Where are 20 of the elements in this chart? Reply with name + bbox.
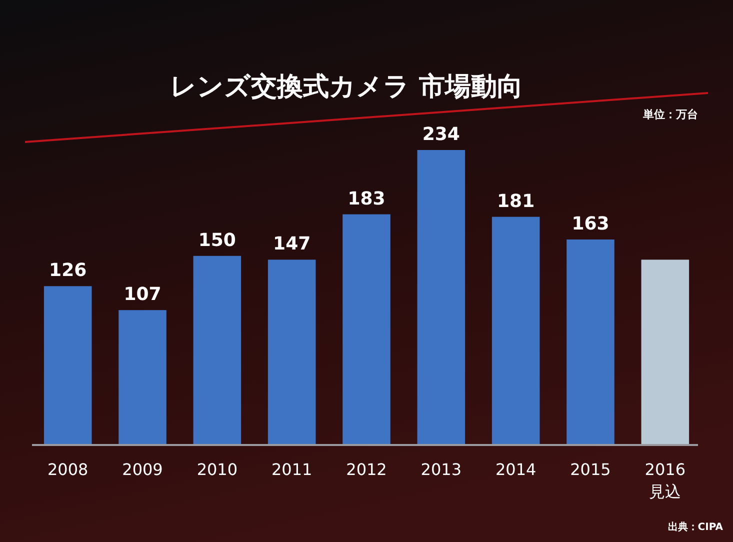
x-tick-label: 2008: [47, 460, 88, 479]
data-label: 234: [422, 124, 460, 145]
x-tick-label: 2015: [570, 460, 611, 479]
data-label: 107: [124, 284, 162, 306]
x-tick-label: 2009: [122, 460, 163, 479]
x-tick-label: 2010: [196, 460, 238, 479]
data-label: 150: [198, 230, 236, 251]
source-note: 出典：CIPA: [668, 521, 724, 533]
data-label: 147: [273, 234, 311, 255]
x-tick-label: 2014: [495, 460, 536, 479]
data-label: 183: [348, 188, 386, 210]
x-tick-label: 2013: [420, 460, 462, 479]
x-tick-label: 2012: [346, 460, 387, 479]
data-label: 163: [572, 214, 610, 235]
text: 単位：万台: [642, 108, 698, 121]
x-tick-label: 2016 見込: [644, 460, 686, 501]
chart-title: レンズ交換式カメラ 市場動向: [170, 72, 524, 102]
data-label: 126: [49, 260, 87, 282]
x-tick-label: 2011: [271, 460, 312, 479]
data-label: 181: [497, 190, 535, 212]
